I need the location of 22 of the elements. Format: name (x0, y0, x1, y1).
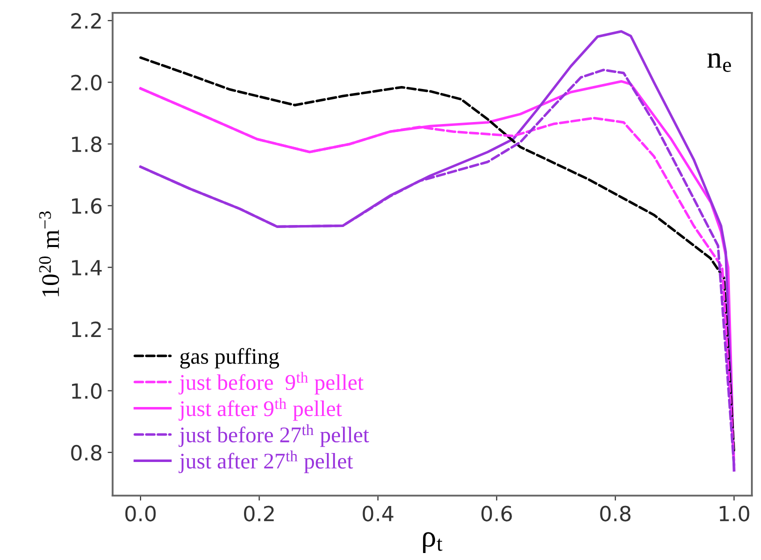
y-axis-title: 10$^{20}$ m$^{−3}$ (39, 211, 60, 296)
y-tick-label: 2.0 (71, 74, 102, 90)
x-tick-label: 1.0 (720, 506, 750, 522)
x-tick-label: 0.4 (362, 506, 394, 522)
y-tick-label: 0.8 (71, 444, 102, 461)
y-tick-label: 1.6 (72, 198, 102, 214)
legend-label: just before 9$^{th}$ pellet (178, 372, 364, 394)
y-tick-label: 1.2 (72, 321, 101, 337)
x-tick-label: 0.6 (481, 506, 512, 522)
legend-label: gas puffing (180, 348, 280, 368)
legend-label: just after 27$^{th}$ pellet (178, 450, 354, 474)
legend-label: just after 9$^{th}$ pellet (178, 398, 342, 421)
y-tick-label: 1.8 (72, 136, 102, 152)
legend-label: just before 27$^{th}$ pellet (178, 424, 370, 447)
x-tick-label: 0.2 (244, 506, 274, 522)
annotation: n$_{e}$ (707, 53, 731, 72)
y-tick-label: 2.2 (71, 13, 101, 29)
y-tick-label: 1.0 (72, 383, 102, 399)
y-tick-label: 1.4 (72, 260, 102, 276)
x-tick-label: 0.8 (600, 506, 630, 522)
x-axis-title: ρ$_{t}$ (423, 532, 442, 553)
x-tick-label: 0.0 (125, 506, 156, 522)
